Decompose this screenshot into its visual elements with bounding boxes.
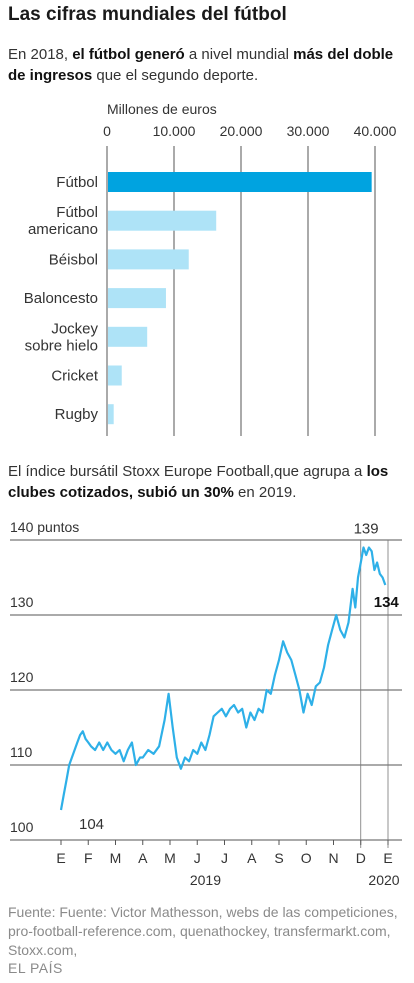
bar: [108, 288, 166, 309]
line-tick-label-x: A: [138, 850, 148, 866]
line-tick-label-x: J: [194, 850, 201, 866]
page-title: Las cifras mundiales del fútbol: [8, 4, 287, 25]
line-tick-label-x: A: [247, 850, 257, 866]
line-annotation-label: 134: [374, 594, 400, 611]
bar-tick-label: 0: [103, 123, 111, 139]
bar: [108, 326, 148, 347]
line-tick-label-x: E: [56, 850, 65, 866]
bar-axis-label: Millones de euros: [107, 101, 217, 117]
bar: [108, 365, 122, 386]
line-year-label: 2019: [190, 872, 221, 888]
line-tick-label-x: D: [356, 850, 366, 866]
bar-tick-label: 10.000: [153, 123, 196, 139]
source-note: Fuente: Fuente: Victor Mathesson, webs d…: [8, 904, 398, 958]
bar-category-label: Béisbol: [49, 251, 98, 268]
bar: [108, 404, 114, 425]
bar: [108, 210, 217, 231]
bar-tick-label: 40.000: [354, 123, 397, 139]
bar-category-label: Fútbol: [56, 204, 98, 221]
bar-category-label: Cricket: [51, 368, 99, 385]
intro-text-stoxx: El índice bursátil Stoxx Europe Football…: [8, 461, 408, 503]
line-tick-label-x: S: [274, 850, 283, 866]
bar: [108, 249, 189, 270]
line-annotation-label: 104: [79, 816, 104, 833]
line-year-label: 2020: [368, 872, 399, 888]
line-series: [59, 546, 387, 811]
bar-category-label: americano: [28, 221, 98, 238]
intro1-text-a: En 2018,: [8, 46, 73, 63]
line-tick-label-y: 110: [10, 744, 33, 760]
line-tick-label-x: F: [84, 850, 93, 866]
revenue-bar-chart: Millones de euros 0 10.000 20.000 30.000 40.0…: [24, 101, 397, 436]
bar-category-label: Rugby: [55, 406, 99, 423]
intro-text-revenue: En 2018, el fútbol generó a nivel mundia…: [8, 44, 408, 86]
intro1-text-d: más del doble de ingresos: [8, 46, 394, 84]
intro1-text-c: a nivel mundial: [184, 46, 294, 63]
line-tick-label-x: N: [328, 850, 338, 866]
line-tick-label-x: O: [301, 850, 312, 866]
line-annotation-label: 139: [354, 521, 379, 538]
intro1-text-b: el fútbol generó: [72, 46, 185, 63]
intro2-text-c: en 2019.: [233, 484, 297, 501]
bar-tick-label: 30.000: [287, 123, 330, 139]
line-tick-label-x: J: [221, 850, 228, 866]
bar: [108, 172, 372, 192]
line-tick-label-x: M: [110, 850, 122, 866]
intro2-text-b: los clubes cotizados, subió un 30%: [8, 463, 389, 501]
bar-tick-label: 20.000: [220, 123, 263, 139]
bar-category-label: Baloncesto: [24, 290, 98, 307]
line-tick-label-y: 130: [10, 594, 34, 610]
intro1-text-e: que el segundo deporte.: [92, 67, 259, 84]
publisher-logo: EL PAÍS: [8, 960, 63, 976]
bar-category-label: Jockey: [51, 320, 98, 337]
line-tick-label-y: 100: [10, 819, 34, 835]
intro2-text-a: El índice bursátil Stoxx Europe Football…: [8, 463, 367, 480]
bar-category-label: Fútbol: [56, 174, 98, 191]
line-tick-label-y: 120: [10, 669, 34, 685]
line-tick-label-y: 140 puntos: [10, 519, 79, 535]
line-tick-label-x: M: [164, 850, 176, 866]
bar-category-label: sobre hielo: [25, 337, 98, 354]
line-tick-label-x: E: [383, 850, 392, 866]
